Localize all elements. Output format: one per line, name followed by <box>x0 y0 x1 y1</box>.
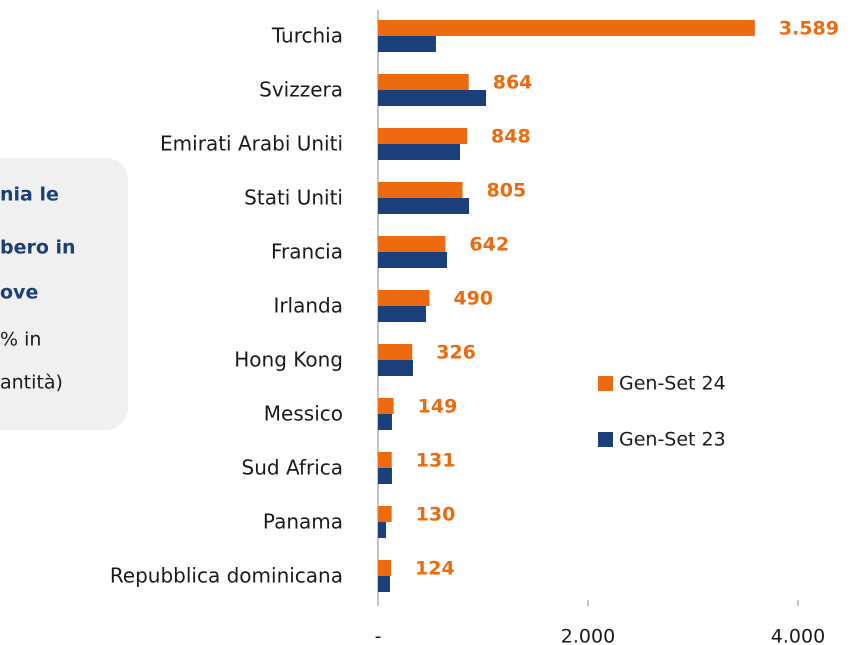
x-tick-label: - <box>375 626 382 645</box>
bar <box>378 468 392 484</box>
y-tick-label: Messico <box>264 402 343 426</box>
data-label: 642 <box>469 234 509 256</box>
data-label: 3.589 <box>779 18 839 40</box>
data-label: 864 <box>493 72 533 94</box>
bar <box>378 198 470 214</box>
bar <box>378 182 463 198</box>
callout-text: nia le <box>0 184 59 206</box>
y-tick-label: Emirati Arabi Uniti <box>160 132 343 156</box>
data-label: 848 <box>491 126 531 148</box>
callout-text: antità) <box>0 372 63 394</box>
bar <box>378 560 392 576</box>
legend-label: Gen-Set 24 <box>619 373 726 395</box>
callout-text: % in <box>0 329 41 351</box>
x-tick-label: 4.000 <box>771 626 825 645</box>
data-label: 149 <box>418 396 458 418</box>
bar <box>378 306 426 322</box>
y-tick-label: Svizzera <box>259 78 343 102</box>
y-tick-label: Irlanda <box>273 294 343 318</box>
legend-label: Gen-Set 23 <box>619 429 726 451</box>
data-label: 131 <box>416 450 456 472</box>
bar <box>378 90 487 106</box>
y-tick-label: Repubblica dominicana <box>110 564 343 588</box>
bar <box>378 576 390 592</box>
bar <box>378 522 386 538</box>
data-label: 490 <box>453 288 493 310</box>
callout-text: bero in <box>0 237 76 259</box>
y-tick-label: Francia <box>271 240 343 264</box>
bar <box>378 252 447 268</box>
data-label: 124 <box>415 558 455 580</box>
bar <box>378 20 755 36</box>
bar <box>378 74 469 90</box>
y-tick-label: Hong Kong <box>234 348 343 372</box>
y-tick-label: Sud Africa <box>242 456 343 480</box>
bar <box>378 360 413 376</box>
y-tick-label: Turchia <box>271 24 343 48</box>
bar <box>378 236 446 252</box>
bar <box>378 290 430 306</box>
bar <box>378 36 436 52</box>
data-label: 805 <box>487 180 527 202</box>
callout-box <box>0 158 128 430</box>
y-tick-label: Panama <box>263 510 343 534</box>
bar <box>378 414 392 430</box>
legend-swatch <box>598 432 613 447</box>
bar <box>378 144 461 160</box>
y-tick-label: Stati Uniti <box>244 186 343 210</box>
bar <box>378 506 392 522</box>
bar <box>378 452 392 468</box>
bar <box>378 128 468 144</box>
callout-text: ove <box>0 282 38 304</box>
legend-swatch <box>598 376 613 391</box>
data-label: 130 <box>416 504 456 526</box>
bar <box>378 344 413 360</box>
x-tick-label: 2.000 <box>561 626 615 645</box>
data-label: 326 <box>436 342 476 364</box>
bar <box>378 398 394 414</box>
